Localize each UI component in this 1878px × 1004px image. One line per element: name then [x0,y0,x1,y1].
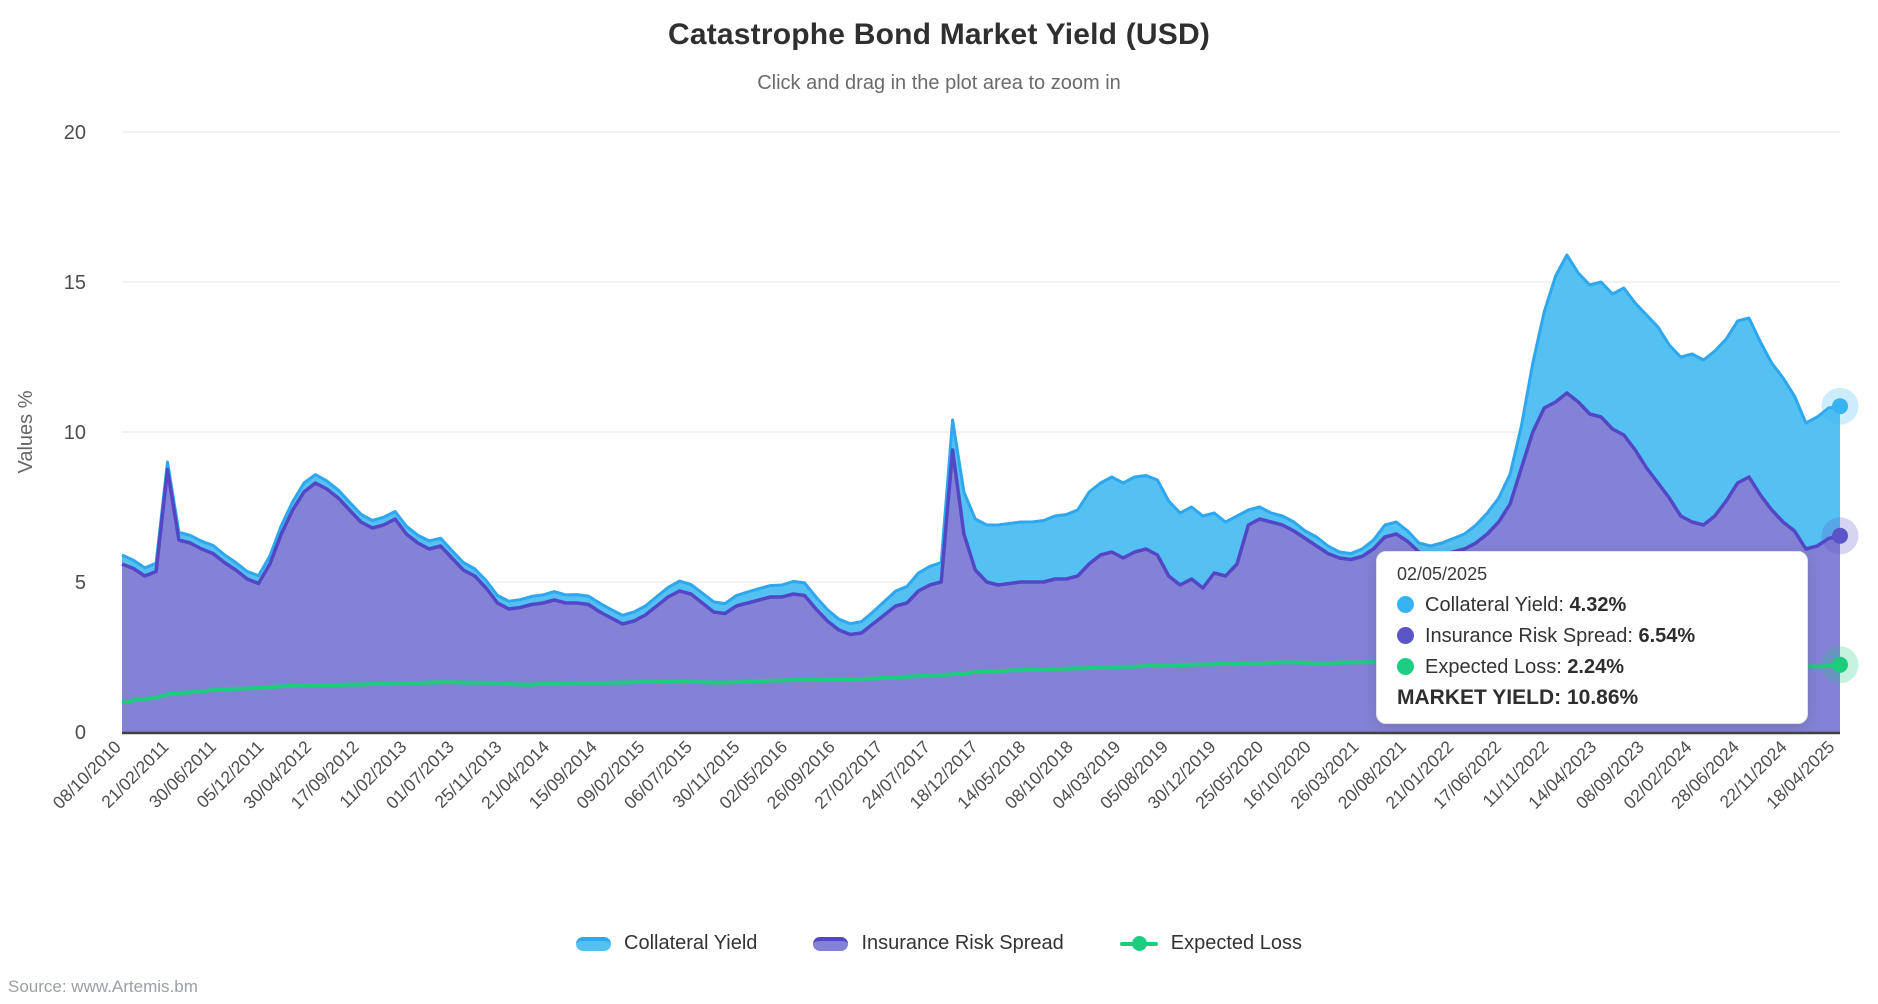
source-credit: Source: www.Artemis.bm [8,977,198,996]
legend-label-expected-loss: Expected Loss [1170,932,1302,954]
tooltip-row-expected-loss: Expected Loss: 2.24% [1397,652,1787,683]
insurance-risk-spread-legend-marker-icon [813,936,849,951]
chart-tooltip: 02/05/2025 Collateral Yield: 4.32% Insur… [1376,551,1808,724]
chart-subtitle: Click and drag in the plot area to zoom … [757,72,1121,94]
collateral-yield-line [121,253,1841,626]
expected-loss-dot-icon [1397,658,1414,675]
legend-item-collateral-yield[interactable]: Collateral Yield [576,932,757,955]
legend-item-expected-loss[interactable]: Expected Loss [1119,932,1302,955]
y-axis-tick-label: 0 [75,722,86,744]
y-axis-tick-label: 10 [64,422,86,444]
collateral-yield-end-marker [1832,398,1848,415]
expected-loss-end-marker [1832,656,1848,673]
y-axis-title: Values % [15,390,37,473]
insurance-risk-spread-end-marker [1832,527,1848,544]
tooltip-value: 2.24% [1567,656,1625,678]
tooltip-market-yield: MARKET YIELD: 10.86% [1397,686,1639,709]
tooltip-date: 02/05/2025 [1397,564,1488,584]
collateral-yield-area [122,255,1840,635]
legend-label-collateral-yield: Collateral Yield [624,932,758,954]
insurance-risk-spread-line [121,391,1841,637]
chart-title: Catastrophe Bond Market Yield (USD) [667,18,1211,51]
tooltip-value: 4.32% [1569,594,1627,616]
tooltip-row-collateral-yield: Collateral Yield: 4.32% [1397,590,1787,621]
collateral-yield-legend-marker-icon [576,936,612,951]
tooltip-label: Expected Loss: [1425,656,1562,678]
tooltip-value: 6.54% [1638,625,1696,647]
tooltip-label: Insurance Risk Spread: [1425,625,1633,647]
collateral-yield-dot-icon [1397,596,1414,613]
insurance-risk-spread-dot-icon [1397,627,1414,644]
y-axis-tick-label: 15 [64,272,86,294]
y-axis-tick-label: 5 [75,572,86,594]
tooltip-row-insurance-risk-spread: Insurance Risk Spread: 6.54% [1397,621,1787,652]
legend-item-insurance-risk-spread[interactable]: Insurance Risk Spread [813,932,1064,955]
chart-legend: Collateral Yield Insurance Risk Spread E… [0,932,1878,955]
tooltip-label: Collateral Yield: [1425,594,1564,616]
expected-loss-legend-marker-icon [1119,936,1158,951]
y-axis-tick-label: 20 [64,122,86,144]
legend-label-insurance-risk-spread: Insurance Risk Spread [861,932,1064,954]
